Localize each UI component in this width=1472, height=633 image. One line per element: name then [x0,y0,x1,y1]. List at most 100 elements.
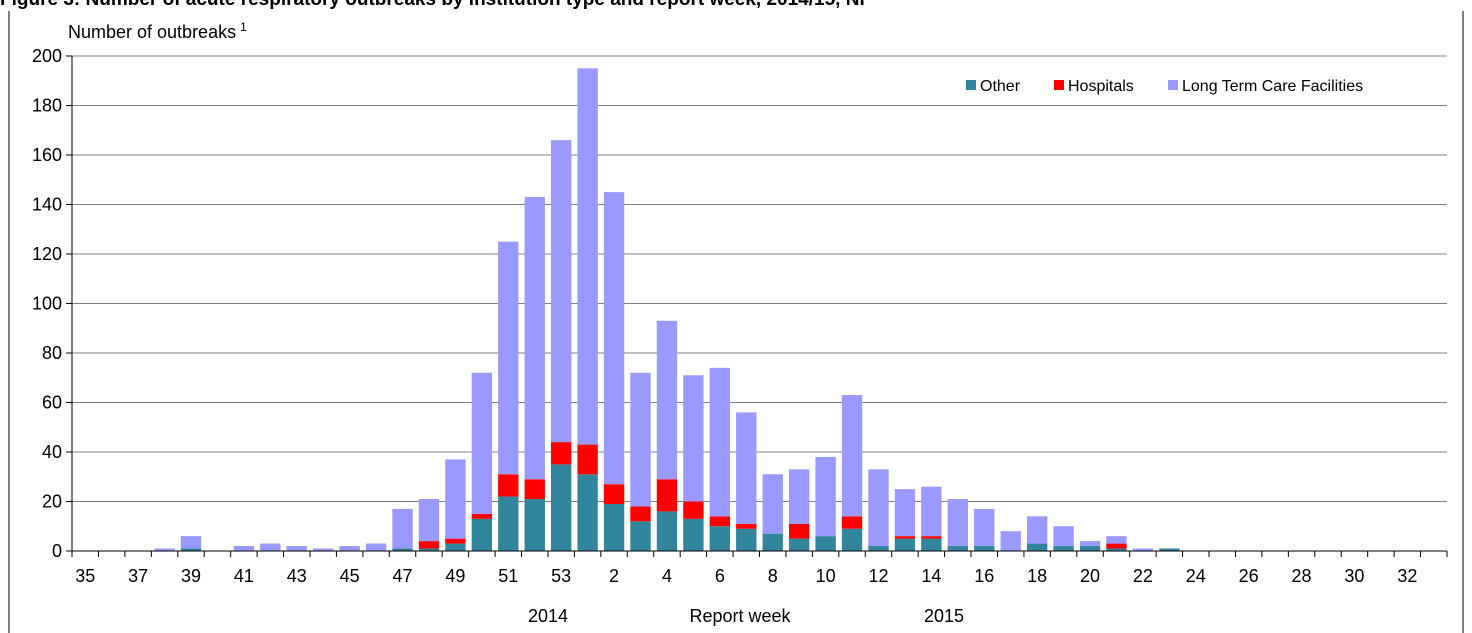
bar-segment [841,395,863,517]
bar-segment [445,459,466,539]
bar-segment [498,496,519,551]
x-tick-label: 35 [75,566,95,586]
bar-segment [630,506,651,522]
bar-segment [656,320,678,480]
bar-segment [392,508,413,549]
legend-swatch-other [966,80,976,90]
bar-segment [524,499,545,551]
bar-segment [1079,541,1101,547]
legend-label-ltcf: Long Term Care Facilities [1182,78,1363,95]
gridlines [72,55,1447,502]
x-tick-label: 6 [715,566,725,586]
y-tick-label: 80 [42,343,62,363]
bar-segment [709,526,731,551]
x-tick-label: 20 [1080,566,1100,586]
y-axis-label: Number of outbreaks 1 [68,20,247,42]
y-axis-label-superscript: 1 [240,20,247,34]
bar-segment [788,523,810,539]
bar-segment [1026,516,1048,544]
bar-segment [1026,543,1048,551]
x-tick-label: 37 [128,566,148,586]
bars [154,68,1180,551]
bar-segment [577,68,598,445]
y-tick-label: 140 [32,195,62,215]
bar-segment [974,546,995,551]
bar-segment [947,546,968,551]
bar-segment [894,538,916,551]
x-tick-label: 10 [816,566,836,586]
bar-segment [815,536,836,551]
bar-segment [736,523,757,529]
bar-segment [286,546,307,551]
bar-segment [471,513,493,519]
y-tick-label: 120 [32,244,62,264]
bar-segment [524,479,545,500]
bar-segment [471,518,493,551]
x-tick-label: 51 [498,566,518,586]
legend-swatch-ltcf [1168,80,1178,90]
bar-segment [630,521,651,551]
bar-segment [921,486,942,537]
bar-segment [180,536,202,549]
bar-segment [947,499,968,547]
bar-segment [365,543,387,551]
x-tick-label: 45 [340,566,360,586]
bar-segment [1106,548,1127,551]
x-tick-label: 12 [868,566,888,586]
y-tick-label: 0 [52,541,62,561]
bar-segment [1053,526,1074,547]
y-tick-label: 160 [32,145,62,165]
year-label-2015: 2015 [924,606,964,626]
bar-segment [683,518,704,551]
x-tick-label: 8 [768,566,778,586]
x-tick-label: 2 [609,566,619,586]
bar-segment [656,511,678,551]
x-tick-label: 30 [1344,566,1364,586]
bar-segment [1106,536,1127,544]
bar-segment [656,479,678,512]
y-tick-label: 200 [32,46,62,66]
bar-segment [418,541,440,549]
bar-segment [313,548,334,551]
y-axis-label-text: Number of outbreaks [68,22,236,42]
bar-segment [471,372,493,514]
bar-segment [445,538,466,544]
x-tick-label: 53 [551,566,571,586]
x-tick-label: 28 [1292,566,1312,586]
legend-label-other: Other [980,78,1021,95]
bar-segment [788,538,810,551]
x-tick-label: 43 [287,566,307,586]
bar-segment [418,499,440,542]
bar-segment [551,140,572,443]
bar-segment [921,538,942,551]
bar-segment [1000,531,1021,551]
y-tick-label: 60 [42,393,62,413]
bar-segment [524,197,545,480]
bar-segment [1106,543,1127,549]
x-tick-label: 41 [234,566,254,586]
bar-segment [894,536,916,539]
x-axis-label: Report week [689,606,791,626]
x-tick-labels: 35 37 39 41 43 45 47 49 51 53 2 4 6 8 10 12 14 16 18 20 22 24… [75,566,1417,586]
x-tick-label: 4 [662,566,672,586]
x-tick-label: 16 [974,566,994,586]
legend-background [944,68,1449,104]
bar-segment [339,546,360,551]
bar-segment [445,543,466,551]
y-tick-label: 40 [42,442,62,462]
bar-segment [974,508,995,547]
bar-segment [1132,548,1154,551]
bar-segment [736,412,757,524]
y-tick-label: 180 [32,96,62,116]
bar-segment [868,546,889,551]
axes [66,55,1448,557]
x-tick-label: 14 [921,566,941,586]
bar-segment [551,442,572,465]
bar-segment [577,444,598,475]
year-label-2014: 2014 [528,606,568,626]
bar-segment [418,548,440,551]
bar-segment [630,372,651,507]
bar-segment [683,375,704,502]
bar-segment [815,456,836,537]
x-tick-label: 47 [393,566,413,586]
